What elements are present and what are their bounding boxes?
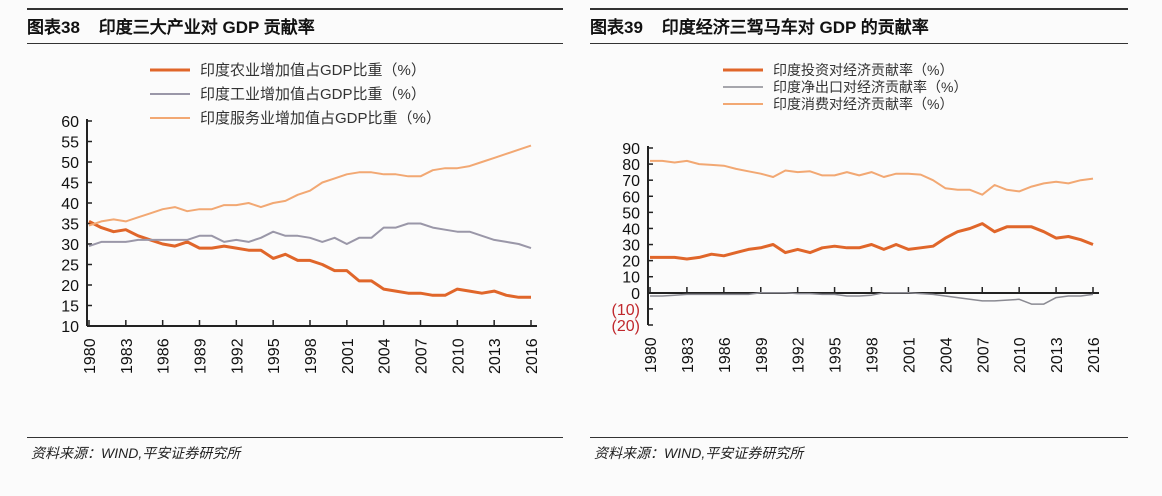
x-tick-label: 2004 [938, 337, 955, 373]
divider [27, 43, 563, 44]
divider [27, 437, 563, 438]
y-tick-label: 0 [631, 286, 640, 303]
x-tick-label: 2016 [1086, 337, 1103, 373]
x-tick-label: 2007 [975, 337, 992, 373]
x-tick-label: 2010 [1012, 337, 1029, 373]
y-tick-label: 10 [622, 270, 640, 287]
chart-panel-39: 图表39 印度经济三驾马车对 GDP 的贡献率 资料来源：WIND,平安证券研究… [590, 0, 1128, 496]
x-tick-label: 1983 [119, 338, 136, 374]
x-tick-label: 1989 [193, 338, 210, 374]
divider [590, 43, 1128, 44]
x-tick-label: 1989 [754, 337, 771, 373]
x-tick-label: 1986 [717, 337, 734, 373]
legend-label: 印度服务业增加值占GDP比重（%） [200, 110, 441, 127]
divider [27, 8, 563, 10]
x-tick-label: 1980 [82, 338, 99, 374]
x-tick-label: 1995 [266, 338, 283, 374]
legend-label: 印度消费对经济贡献率（%） [773, 96, 953, 112]
y-tick-label: 40 [61, 196, 79, 213]
y-tick-label: 15 [61, 299, 79, 316]
y-tick-label: 20 [61, 278, 79, 295]
x-tick-label: 2013 [1049, 337, 1066, 373]
series-line [650, 222, 1094, 261]
y-tick-label: 80 [622, 157, 640, 174]
y-tick-label: 50 [622, 205, 640, 222]
y-tick-label: 90 [622, 141, 640, 158]
chart-panel-38: 图表38 印度三大产业对 GDP 贡献率 资料来源：WIND,平安证券研究所 [27, 0, 563, 496]
y-tick-label: 70 [622, 173, 640, 190]
x-tick-label: 1986 [156, 338, 173, 374]
series-line [88, 220, 531, 299]
x-tick-label: 1992 [229, 338, 246, 374]
x-tick-label: 1998 [865, 337, 882, 373]
x-tick-label: 2013 [487, 338, 504, 374]
x-tick-label: 1995 [828, 337, 845, 373]
divider [590, 8, 1128, 10]
series-line [88, 222, 532, 250]
x-tick-label: 1983 [680, 337, 697, 373]
source-note: 资料来源：WIND,平安证券研究所 [594, 445, 804, 461]
legend-label: 印度工业增加值占GDP比重（%） [200, 86, 426, 103]
x-tick-label: 1980 [643, 337, 660, 373]
y-tick-label: 35 [61, 217, 79, 234]
y-tick-label: 10 [61, 319, 79, 336]
x-tick-label: 2001 [340, 338, 357, 374]
x-tick-label: 2007 [414, 338, 431, 374]
legend-label: 印度农业增加值占GDP比重（%） [200, 62, 426, 79]
y-tick-label: 30 [61, 237, 79, 254]
y-tick-label: (20) [612, 318, 640, 335]
y-tick-label: 30 [622, 238, 640, 255]
y-tick-label: 50 [61, 155, 79, 172]
x-tick-label: 1998 [303, 338, 320, 374]
legend-label: 印度净出口对经济贡献率（%） [773, 79, 967, 95]
y-tick-label: 25 [61, 258, 79, 275]
chart-title: 图表38 印度三大产业对 GDP 贡献率 [27, 18, 315, 37]
y-tick-label: (10) [612, 302, 640, 319]
y-tick-label: 60 [622, 189, 640, 206]
y-tick-label: 55 [61, 135, 79, 152]
y-tick-label: 45 [61, 176, 79, 193]
series-line [650, 292, 1094, 305]
x-tick-label: 2016 [524, 338, 541, 374]
y-tick-label: 20 [622, 254, 640, 271]
y-tick-label: 40 [622, 221, 640, 238]
x-tick-label: 2004 [377, 338, 394, 374]
x-tick-label: 2010 [450, 338, 467, 374]
series-line [88, 144, 532, 227]
chart-title: 图表39 印度经济三驾马车对 GDP 的贡献率 [590, 18, 929, 37]
x-tick-label: 2001 [901, 337, 918, 373]
y-tick-label: 60 [61, 114, 79, 131]
divider [590, 437, 1128, 438]
legend-label: 印度投资对经济贡献率（%） [773, 62, 953, 78]
x-tick-label: 1992 [791, 337, 808, 373]
source-note: 资料来源：WIND,平安证券研究所 [31, 445, 241, 461]
series-line [650, 159, 1094, 196]
